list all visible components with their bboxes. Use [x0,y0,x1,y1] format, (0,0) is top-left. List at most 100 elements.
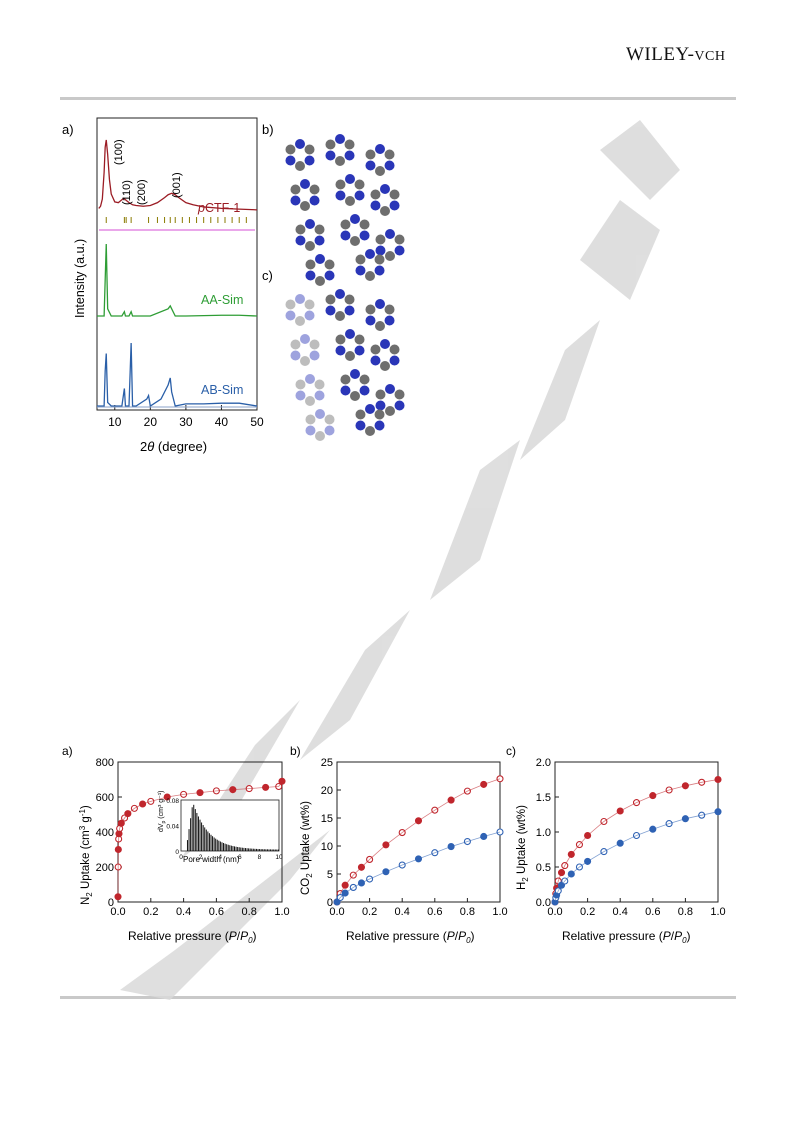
struct-c-ring-7-atom-2 [340,385,351,396]
struct-b-ring-9-atom-0 [324,270,335,281]
brand-sep: - [687,44,695,65]
plot-a-ytick-label-400: 400 [96,827,114,839]
struct-c-ring-9-atom-5 [324,414,335,425]
struct-b-ring-4-atom-4 [345,174,355,184]
struct-c-ring-0-atom-5 [304,299,315,310]
struct-c-ring-0-atom-1 [295,316,305,326]
struct-c-ring-2 [365,299,395,331]
plot-b-ytick-label-0: 0 [327,897,333,909]
struct-c-ring-3-atom-1 [300,356,310,366]
struct-c-ring-4-atom-1 [345,351,355,361]
struct-c-ring-5-atom-4 [380,339,390,349]
struct-c-ring-6 [295,374,325,406]
struct-c-ring-6-atom-4 [305,374,315,384]
plot-b-xtick-label-0.6: 0.6 [427,906,442,918]
struct-c-ring-9-atom-2 [305,425,316,436]
xrd-x-axis: 10 20 30 40 50 [108,405,264,429]
struct-c-ring-7 [340,369,370,401]
fig2-panel-c-label: c) [506,744,516,758]
struct-b-ring-5-atom-4 [380,184,390,194]
plot-a-xtick-label-0.2: 0.2 [143,906,158,918]
struct-b-ring-2-atom-3 [365,149,376,160]
xrd-xtick-label-20: 20 [144,415,158,429]
struct-b-ring-10-atom-0 [374,265,385,276]
struct-c-ring-5-atom-3 [370,344,381,355]
struct-b-ring-8-atom-3 [375,234,386,245]
struct-c-ring-1-atom-4 [335,289,345,299]
plot-c-ylabel: H2 Uptake (wt%) [516,805,530,890]
struct-c-ring-5 [370,339,400,371]
label-ab-sim: AB-Sim [201,383,243,397]
plot-b-xtick-label-0: 0.0 [329,906,344,918]
plot-a-xtick-label-0.6: 0.6 [209,906,224,918]
inset-xtick-2: 4 [218,854,222,861]
struct-c-ring-7-atom-1 [350,391,360,401]
struct-c-ring-6-atom-5 [314,379,325,390]
n2-isotherm-plot: 0.0 0.2 0.4 0.6 0.8 1.0 0 200 400 600 800 0 0.04 0.08… [96,757,290,918]
struct-b-ring-3-atom-2 [290,195,301,206]
struct-c-ring-6-atom-2 [295,390,306,401]
struct-b-ring-5-atom-5 [389,189,400,200]
plot-b-ylabel: CO2 Uptake (wt%) [300,801,314,895]
struct-c-ring-9-atom-4 [315,409,325,419]
struct-b-ring-4-atom-0 [354,190,365,201]
plot-c-ytick-label-0.5: 0.5 [536,862,551,874]
struct-b-ring-2-atom-4 [375,144,385,154]
struct-b-ring-4-atom-5 [354,179,365,190]
plot-c-ytick-label-2: 2.0 [536,757,551,769]
struct-b-ring-1-atom-4 [335,134,345,144]
struct-c-ring-4-atom-5 [354,334,365,345]
struct-c-ring-4-atom-2 [335,345,346,356]
struct-c-ring-0 [285,294,315,326]
struct-b-ring-8 [375,229,405,261]
plot-c-ytick-label-1.5: 1.5 [536,792,551,804]
struct-b-ring-7 [340,214,370,246]
struct-b-ring-7-atom-5 [359,219,370,230]
struct-b-ring-3-atom-0 [309,195,320,206]
struct-b-ring-6 [295,219,325,251]
struct-c-ring-6-atom-1 [305,396,315,406]
struct-b-ring-2-atom-1 [375,166,385,176]
struct-b-ring-2 [365,144,395,176]
struct-b-ring-9-atom-2 [305,270,316,281]
inset-xlabel: Pore width (nm) [183,855,240,864]
struct-c-ring-1-atom-0 [344,305,355,316]
struct-c-ring-9-atom-1 [315,431,325,441]
struct-b-ring-4-atom-3 [335,179,346,190]
struct-c-ring-8-atom-5 [394,389,405,400]
struct-b-ring-7-atom-2 [340,230,351,241]
inset-ytick-2: 0.08 [166,798,179,805]
struct-b-ring-1-atom-0 [344,150,355,161]
struct-c-ring-10-atom-3 [355,409,366,420]
xrd-series-pctf-1 [98,139,258,211]
struct-c-ring-8-atom-4 [385,384,395,394]
struct-b-ring-8-atom-0 [394,245,405,256]
struct-b-ring-2-atom-0 [384,160,395,171]
struct-b-ring-9-atom-4 [315,254,325,264]
struct-b-ring-2-atom-5 [384,149,395,160]
struct-b-ring-6-atom-5 [314,224,325,235]
footer-rule [60,996,736,999]
struct-b-ring-4-atom-1 [345,196,355,206]
struct-b-ring-8-atom-5 [394,234,405,245]
inset-xtick-3: 6 [238,854,242,861]
struct-c-ring-0-atom-0 [304,310,315,321]
struct-b-ring-0-atom-2 [285,155,296,166]
struct-c-ring-9 [305,409,335,441]
plot-a-xtick-label-0.4: 0.4 [176,906,191,918]
xrd-curves [97,139,258,408]
struct-b-ring-10-atom-4 [365,249,375,259]
label-aa-sim: AA-Sim [201,293,243,307]
plot-c-xtick-label-0: 0.0 [547,906,562,918]
struct-c-ring-2-atom-4 [375,299,385,309]
plot-c-xtick-label-0.2: 0.2 [580,906,595,918]
plot-b-red-line [336,778,501,903]
structure-b-image [285,134,405,286]
xrd-series-aa-sim [97,243,258,317]
plot-b-ytick-label-25: 25 [321,757,333,769]
structure-c-image [285,289,405,441]
plot-b-ytick-label-5: 5 [327,869,333,881]
struct-c-ring-9-atom-0 [324,425,335,436]
struct-c-ring-10-atom-4 [365,404,375,414]
struct-c-ring-3-atom-5 [309,339,320,350]
